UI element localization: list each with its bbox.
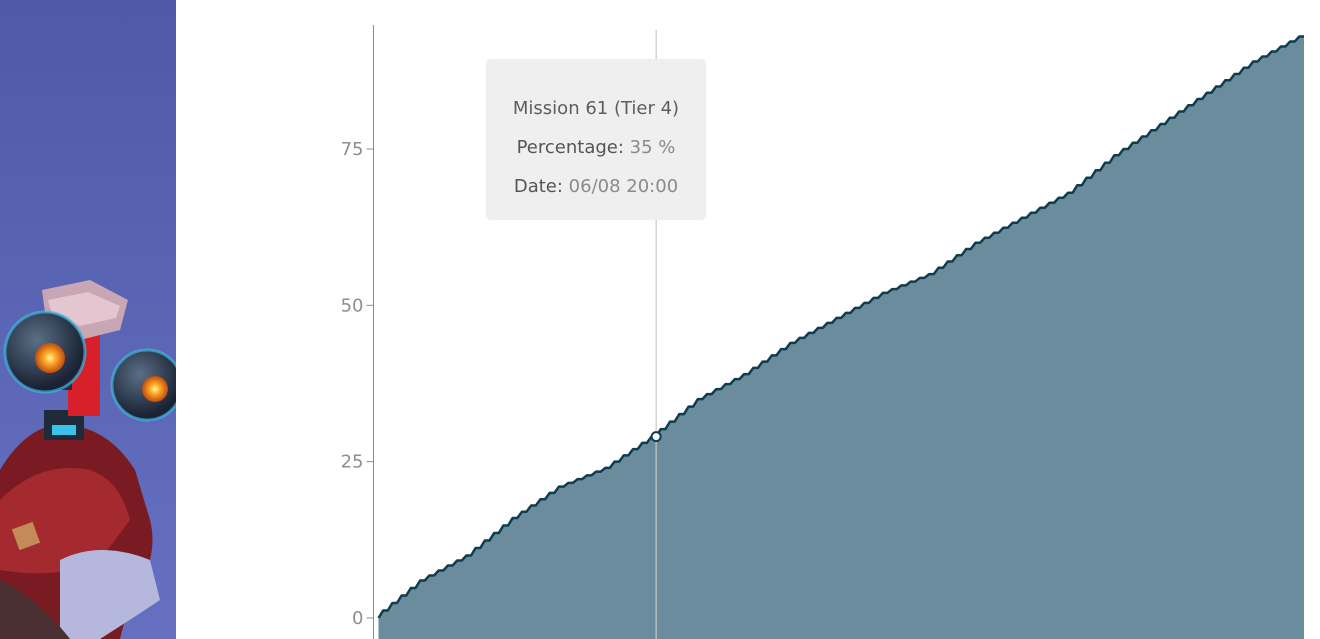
y-tick-label: 50 — [341, 295, 364, 316]
tooltip-title: Mission 61 (Tier 4) — [512, 98, 680, 119]
area-chart[interactable]: 0 25 50 75 — [176, 0, 1320, 639]
chart-tooltip: Mission 61 (Tier 4) Percentage: 35 % Dat… — [486, 59, 706, 220]
area-layer — [377, 35, 1304, 639]
tooltip-date: Date: 06/08 20:00 — [486, 167, 706, 206]
y-axis: 0 25 50 75 — [341, 25, 374, 639]
hover-point[interactable] — [650, 431, 662, 443]
tooltip-percentage-value: 35 % — [629, 137, 676, 158]
robot-illustration-panel — [0, 0, 176, 639]
area-fill — [378, 36, 1304, 639]
series-line — [377, 35, 1304, 619]
y-tick-label: 25 — [341, 452, 364, 473]
tooltip-date-label: Date: — [513, 176, 563, 197]
robot-character-illustration — [0, 0, 176, 639]
y-tick-label: 0 — [352, 608, 363, 629]
tooltip-percentage: Percentage: 35 % — [486, 128, 706, 167]
chart-area: 0 25 50 75 — [176, 0, 1320, 639]
tooltip-date-value: 06/08 20:00 — [568, 176, 679, 197]
y-tick-label: 75 — [341, 139, 364, 160]
tooltip-percentage-label: Percentage: — [516, 137, 624, 158]
